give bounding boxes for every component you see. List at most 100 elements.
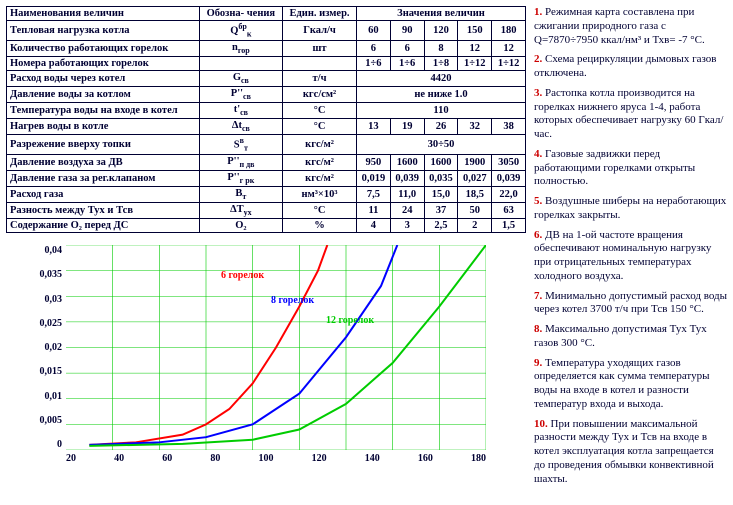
row-label: Тепловая нагрузка котла (7, 21, 200, 41)
note: 8. Максимально допустимая Тух Тух газов … (534, 323, 727, 351)
row-val: 24 (390, 202, 424, 218)
row-label: Расход воды через котел (7, 70, 200, 86)
row-val: 32 (458, 118, 492, 134)
table-row: Содержание О₂ перед ДСO₂%432,521,5 (7, 219, 526, 233)
legend-label: 6 горелок (221, 270, 264, 281)
xtick: 100 (259, 453, 274, 464)
note-num: 3. (534, 87, 542, 99)
note: 2. Схема рециркуляции дымовых газов откл… (534, 53, 727, 81)
row-sym: P''г рк (199, 170, 282, 186)
col-vals: Значения величин (357, 7, 526, 21)
row-val: 18,5 (458, 186, 492, 202)
row-unit: т/ч (283, 70, 357, 86)
row-val: 950 (357, 154, 391, 170)
row-val: 7,5 (357, 186, 391, 202)
row-label: Разрежение вверху топки (7, 135, 200, 155)
ytick: 0,005 (32, 415, 62, 426)
row-label: Нагрев воды в котле (7, 118, 200, 134)
row-unit: °С (283, 118, 357, 134)
table-row: Температура воды на входе в котелt'св°С1… (7, 102, 526, 118)
table-row: Количество работающих горелокnгоршт66812… (7, 40, 526, 56)
row-label: Давление газа за рег.клапаном (7, 170, 200, 186)
row-val: 3 (390, 219, 424, 233)
row-val: 6 (357, 40, 391, 56)
col-name: Наименования величин (7, 7, 200, 21)
row-label: Давление воздуха за ДВ (7, 154, 200, 170)
row-val: 1900 (458, 154, 492, 170)
ytick: 0,03 (32, 294, 62, 305)
row-val: 1÷12 (458, 56, 492, 70)
row-label: Температура воды на входе в котел (7, 102, 200, 118)
row-sym: Bт (199, 186, 282, 202)
note: 4. Газовые задвижки перед работающими го… (534, 148, 727, 189)
ytick: 0,035 (32, 269, 62, 280)
row-val: 11 (357, 202, 391, 218)
row-val: 1,5 (492, 219, 526, 233)
note: 10. При повышении максимальной разности … (534, 418, 727, 487)
row-val: 1600 (424, 154, 458, 170)
row-unit: шт (283, 40, 357, 56)
row-val: 120 (424, 21, 458, 41)
row-val: 2,5 (424, 219, 458, 233)
row-unit: °С (283, 202, 357, 218)
note: 6. ДВ на 1-ой частоте вращения обеспечив… (534, 229, 727, 284)
row-val: 90 (390, 21, 424, 41)
xtick: 80 (210, 453, 220, 464)
table-row: Давление воды за котломP''свкгс/см²не ни… (7, 86, 526, 102)
row-val: 22,0 (492, 186, 526, 202)
row-val: 0,039 (492, 170, 526, 186)
note-num: 4. (534, 148, 542, 160)
row-val: 38 (492, 118, 526, 134)
table-row: Тепловая нагрузка котлаQбркГкал/ч6090120… (7, 21, 526, 41)
row-val: 6 (390, 40, 424, 56)
note: 7. Минимально допустимый расход воды чер… (534, 290, 727, 318)
row-label: Содержание О₂ перед ДС (7, 219, 200, 233)
note-num: 6. (534, 229, 542, 241)
xtick: 40 (114, 453, 124, 464)
col-sym: Обозна- чения (199, 7, 282, 21)
table-row: Разность между Тух и ТсвΔТух°С1124375063 (7, 202, 526, 218)
row-unit: кгс/м² (283, 135, 357, 155)
row-unit: Гкал/ч (283, 21, 357, 41)
row-sym: Gсв (199, 70, 282, 86)
data-table: Наименования величин Обозна- чения Един.… (6, 6, 526, 233)
row-val: 12 (492, 40, 526, 56)
row-val: 60 (357, 21, 391, 41)
row-val: 12 (458, 40, 492, 56)
table-row: Нагрев воды в котлеΔtсв°С1319263238 (7, 118, 526, 134)
note-num: 10. (534, 418, 548, 430)
row-unit: кгс/м² (283, 154, 357, 170)
xtick: 20 (66, 453, 76, 464)
row-sym: P''св (199, 86, 282, 102)
note: 9. Температура уходящих газов определяет… (534, 357, 727, 412)
note-num: 7. (534, 290, 542, 302)
row-unit (283, 56, 357, 70)
table-row: Номера работающих горелок1÷61÷61÷81÷121÷… (7, 56, 526, 70)
row-val: 37 (424, 202, 458, 218)
note-num: 8. (534, 323, 542, 335)
legend-label: 12 горелок (326, 315, 374, 326)
row-val: 3050 (492, 154, 526, 170)
row-sym: nгор (199, 40, 282, 56)
row-sym: Qбрк (199, 21, 282, 41)
row-span: 110 (357, 102, 526, 118)
xtick: 120 (312, 453, 327, 464)
row-val: 1÷6 (390, 56, 424, 70)
row-val: 26 (424, 118, 458, 134)
row-sym (199, 56, 282, 70)
row-val: 8 (424, 40, 458, 56)
notes-panel: 1. Режимная карта составлена при сжигани… (534, 6, 727, 492)
row-val: 0,035 (424, 170, 458, 186)
row-label: Расход газа (7, 186, 200, 202)
row-val: 4 (357, 219, 391, 233)
row-unit: °С (283, 102, 357, 118)
ytick: 0 (32, 439, 62, 450)
xtick: 140 (365, 453, 380, 464)
ytick: 0,015 (32, 366, 62, 377)
row-sym: Sвт (199, 135, 282, 155)
row-sym: Δtсв (199, 118, 282, 134)
ytick: 0,02 (32, 342, 62, 353)
note-num: 5. (534, 195, 542, 207)
table-row: Давление газа за рег.клапаномP''г рккгс/… (7, 170, 526, 186)
col-unit: Един. измер. (283, 7, 357, 21)
